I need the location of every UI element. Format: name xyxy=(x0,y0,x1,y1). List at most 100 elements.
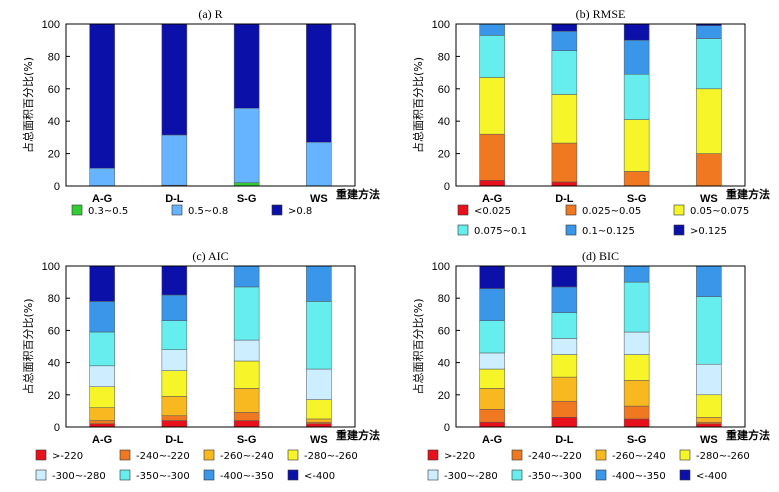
bar-segment xyxy=(161,420,188,428)
bar-segment xyxy=(551,354,578,378)
bar-segment xyxy=(696,296,722,365)
legend-swatch xyxy=(457,224,469,236)
legend-label: <-400 xyxy=(696,471,727,482)
legend-swatch xyxy=(673,204,685,216)
y-tick-label: 40 xyxy=(48,116,60,128)
x-axis-label: 重建方法 xyxy=(726,428,770,442)
chart-panel-3: (d) BIC 占总面积百分比(%) 0 20 40 60 80 100 A-G D-L S-G WS… xyxy=(411,249,770,482)
bar-segment xyxy=(696,265,722,297)
x-tick-label: A-G xyxy=(482,434,502,446)
bar-segment xyxy=(623,405,650,420)
bar-segment xyxy=(696,363,722,396)
legend: >-220 -240~-220 -260~-240 -280~-260 -300~-28… xyxy=(427,449,750,482)
bar-segment xyxy=(479,180,505,187)
bar-segment xyxy=(623,380,650,407)
legend-swatch xyxy=(203,469,215,481)
x-tick-label: WS xyxy=(700,434,718,446)
x-tick-label: A-G xyxy=(92,193,112,205)
bar-segment xyxy=(233,23,260,109)
bar-segment xyxy=(479,409,505,423)
y-tick-label: 20 xyxy=(438,390,450,402)
legend-swatch xyxy=(427,469,439,481)
bar-segment xyxy=(233,420,260,428)
y-tick-label: 20 xyxy=(48,390,60,402)
bar-segment xyxy=(306,142,332,187)
bar-segment xyxy=(623,331,650,355)
bar-segment xyxy=(623,418,650,428)
chart-title: (c) AIC xyxy=(192,249,228,263)
legend-label: 0.5~0.8 xyxy=(188,206,228,217)
legend-label: -350~-300 xyxy=(528,471,582,482)
bar-segment xyxy=(551,400,578,418)
chart-title: (b) RMSE xyxy=(576,7,626,21)
bar-segment xyxy=(479,265,505,289)
bar-segment xyxy=(623,171,650,187)
plot-frame xyxy=(455,23,746,187)
bar-segment xyxy=(161,415,188,421)
legend-label: -280~-260 xyxy=(304,451,358,462)
bar-segment xyxy=(479,320,505,354)
y-tick-label: 0 xyxy=(54,422,60,434)
legend-label: -260~-240 xyxy=(612,451,666,462)
bar-segment xyxy=(89,167,115,187)
legend-label: -240~-220 xyxy=(136,451,190,462)
x-tick-label: WS xyxy=(310,434,328,446)
legend-label: >-220 xyxy=(444,451,475,462)
bar-segment xyxy=(233,286,260,341)
bar-segment xyxy=(233,265,260,288)
bar-segment xyxy=(479,288,505,321)
chart-panel-2: (c) AIC 占总面积百分比(%) 0 20 40 60 80 100 A-G D-L S-G WS… xyxy=(21,249,380,482)
bar-segment xyxy=(696,25,722,39)
bar-segment xyxy=(161,396,188,416)
legend-swatch xyxy=(595,469,607,481)
legend-label: <-400 xyxy=(304,471,335,482)
bar-segment xyxy=(551,312,578,339)
y-tick-label: 100 xyxy=(432,261,450,273)
bar-segment xyxy=(696,88,722,154)
bar-segment xyxy=(551,181,578,187)
bar-segment xyxy=(479,368,505,389)
chart-panel-0: (a) R 占总面积百分比(%) 0 20 40 60 80 100 A-G D-L S-G WS 重建… xyxy=(21,7,380,217)
bar-segment xyxy=(623,39,650,75)
y-tick-label: 80 xyxy=(438,293,450,305)
bar-segment xyxy=(161,370,188,397)
chart-title: (a) R xyxy=(198,7,222,21)
legend-label: 0.05~0.075 xyxy=(690,206,749,217)
y-tick-label: 0 xyxy=(54,181,60,193)
y-tick-label: 100 xyxy=(42,19,60,31)
legend-label: -300~-280 xyxy=(52,471,106,482)
x-tick-label: A-G xyxy=(92,434,112,446)
bar-segment xyxy=(233,339,260,362)
bar-segment xyxy=(696,153,722,187)
bar-segment xyxy=(306,399,332,420)
bar-segment xyxy=(161,294,188,321)
legend-label: -350~-300 xyxy=(136,471,190,482)
bar-segment xyxy=(551,376,578,402)
x-tick-label: S-G xyxy=(627,434,647,446)
y-axis-label: 占总面积百分比(%) xyxy=(411,298,425,394)
legend-label: >0.8 xyxy=(288,206,312,217)
bar-segment xyxy=(161,134,188,186)
bar-segment xyxy=(233,388,260,413)
bar-segment xyxy=(89,420,115,425)
legend-swatch xyxy=(287,449,299,461)
y-tick-label: 40 xyxy=(438,358,450,370)
bar-segment xyxy=(161,23,188,136)
legend-label: -300~-280 xyxy=(444,471,498,482)
legend-swatch xyxy=(679,449,691,461)
legend: >-220 -240~-220 -260~-240 -280~-260 -300~-28… xyxy=(35,449,358,482)
legend-label: -260~-240 xyxy=(220,451,274,462)
bar-segment xyxy=(89,331,115,367)
y-tick-label: 60 xyxy=(438,325,450,337)
bar-segment xyxy=(479,23,505,36)
legend-swatch xyxy=(71,204,83,216)
plot-frame xyxy=(65,265,356,428)
legend: 0.3~0.5 0.5~0.8 >0.8 xyxy=(71,204,312,217)
x-tick-label: D-L xyxy=(555,434,574,446)
legend-swatch xyxy=(171,204,183,216)
bar-segment xyxy=(233,107,260,184)
legend-label: >-220 xyxy=(52,451,83,462)
bar-segment xyxy=(696,38,722,90)
legend-swatch xyxy=(595,449,607,461)
